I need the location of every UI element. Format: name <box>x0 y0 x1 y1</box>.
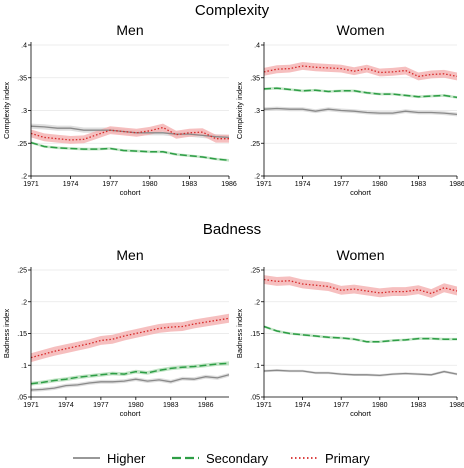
x-tick-label: 1977 <box>333 402 349 409</box>
ci-band-secondary <box>31 141 229 162</box>
y-tick-label: .4 <box>254 43 260 50</box>
x-tick-label: 1980 <box>142 181 158 188</box>
x-tick-label: 1986 <box>198 402 214 409</box>
series-line-higher <box>30 374 230 391</box>
y-tick-label: .15 <box>17 331 27 338</box>
legend-item-secondary: Secondary <box>172 451 269 466</box>
y-tick-label: .05 <box>250 395 260 402</box>
y-tick-label: .4 <box>21 43 27 50</box>
series-line-secondary <box>263 325 457 343</box>
y-tick-label: .2 <box>21 174 27 181</box>
series-line-secondary <box>30 362 230 385</box>
y-tick-label: .05 <box>17 395 27 402</box>
x-tick-label: 1971 <box>23 181 39 188</box>
x-tick-label: 1974 <box>63 181 79 188</box>
panel-badness-women: Women .05 .1 .15 .2 .25 1971 1974 1977 1980 1983 19… <box>235 247 464 418</box>
series-line-higher <box>263 369 458 377</box>
y-tick-label: .25 <box>17 141 27 148</box>
x-tick-label: 1977 <box>93 402 109 409</box>
panels: Men .2 .25 .3 .35 .4 1971 1974 1977 1980 1983 1986 c… <box>2 22 464 418</box>
panel-complexity-women: Women .2 .25 .3 .35 .4 1971 1974 1977 1980 1983 198… <box>235 22 464 197</box>
y-tick-label: .1 <box>254 363 260 370</box>
y-axis-label: Complexity index <box>2 82 11 139</box>
x-tick-label: 1980 <box>128 402 144 409</box>
section-title-badness: Badness <box>203 221 261 238</box>
series-line-secondary <box>263 87 458 99</box>
x-tick-label: 1980 <box>372 181 388 188</box>
ci-band-primary <box>264 62 457 81</box>
panel-badness-men: Men .05 .1 .15 .2 .25 1971 1974 1977 1980 1983 1986… <box>2 247 230 418</box>
legend-item-primary: Primary <box>291 451 370 466</box>
x-tick-label: 1986 <box>221 181 237 188</box>
section-title-complexity: Complexity <box>195 2 270 19</box>
ci-band-secondary <box>264 325 457 343</box>
y-axis-label: Badness index <box>235 309 244 358</box>
x-tick-label: 1983 <box>182 181 198 188</box>
ci-band-higher <box>31 372 229 392</box>
series-line-primary <box>30 317 230 359</box>
x-tick-label: 1971 <box>256 402 272 409</box>
legend: Higher Secondary Primary <box>73 451 370 466</box>
y-tick-label: .35 <box>17 75 27 82</box>
y-tick-label: .15 <box>250 331 260 338</box>
series-line-primary <box>263 65 458 78</box>
y-tick-label: .2 <box>254 174 260 181</box>
y-tick-label: .2 <box>254 299 260 306</box>
x-axis-label: cohort <box>120 188 142 197</box>
x-tick-label: 1971 <box>23 402 39 409</box>
panel-title: Men <box>116 247 143 263</box>
x-tick-label: 1983 <box>411 402 427 409</box>
legend-item-higher: Higher <box>73 451 146 466</box>
x-tick-label: 1974 <box>58 402 74 409</box>
x-axis-label: cohort <box>120 409 142 418</box>
y-tick-label: .35 <box>250 75 260 82</box>
x-tick-label: 1977 <box>102 181 118 188</box>
panel-complexity-men: Men .2 .25 .3 .35 .4 1971 1974 1977 1980 1983 1986 c… <box>2 22 237 197</box>
series-line-primary <box>263 278 458 295</box>
y-axis-label: Badness index <box>2 309 11 358</box>
panel-title: Women <box>337 22 385 38</box>
y-tick-label: .2 <box>21 299 27 306</box>
series-line-secondary <box>30 141 230 162</box>
ci-band-primary <box>31 313 229 363</box>
x-tick-label: 1986 <box>449 402 464 409</box>
x-tick-label: 1986 <box>449 181 464 188</box>
x-tick-label: 1977 <box>333 181 349 188</box>
x-tick-label: 1971 <box>256 181 272 188</box>
x-tick-label: 1974 <box>295 181 311 188</box>
legend-label-primary: Primary <box>325 451 370 466</box>
x-tick-label: 1983 <box>163 402 179 409</box>
ci-band-higher <box>264 369 457 377</box>
y-tick-label: .3 <box>254 108 260 115</box>
x-tick-label: 1983 <box>411 181 427 188</box>
series-line-higher <box>30 125 230 139</box>
panel-title: Men <box>116 22 143 38</box>
y-tick-label: .25 <box>250 141 260 148</box>
series-line-higher <box>263 107 458 116</box>
legend-label-secondary: Secondary <box>206 451 269 466</box>
ci-band-primary <box>264 275 457 298</box>
y-axis-label: Complexity index <box>235 82 244 139</box>
x-axis-label: cohort <box>350 188 372 197</box>
y-tick-label: .1 <box>21 363 27 370</box>
y-tick-label: .3 <box>21 108 27 115</box>
panel-title: Women <box>337 247 385 263</box>
y-tick-label: .25 <box>250 268 260 275</box>
y-tick-label: .25 <box>17 268 27 275</box>
x-tick-label: 1974 <box>295 402 311 409</box>
x-axis-label: cohort <box>350 409 372 418</box>
legend-label-higher: Higher <box>107 451 146 466</box>
x-tick-label: 1980 <box>372 402 388 409</box>
